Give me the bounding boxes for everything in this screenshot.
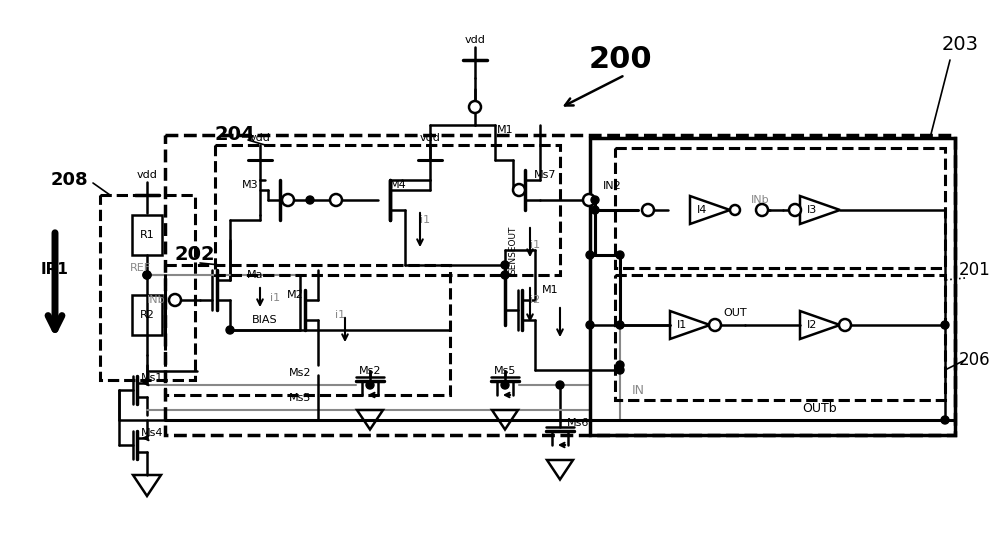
Text: M4: M4 (390, 180, 406, 190)
Circle shape (756, 204, 768, 216)
Circle shape (709, 319, 721, 331)
Text: REF: REF (129, 263, 151, 273)
Bar (590, 138, 955, 435)
Circle shape (306, 196, 314, 204)
Circle shape (941, 416, 949, 424)
Circle shape (616, 251, 624, 259)
Text: Ms5: Ms5 (494, 366, 516, 376)
Circle shape (282, 194, 294, 206)
Circle shape (642, 204, 654, 216)
Text: Ms2: Ms2 (359, 366, 381, 376)
Text: IR1: IR1 (41, 263, 69, 278)
Bar (100, 195, 195, 380)
Text: INb: INb (146, 295, 165, 305)
Text: i2: i2 (530, 295, 540, 305)
Circle shape (226, 326, 234, 334)
Bar (615, 148, 945, 268)
Bar (132, 215, 162, 255)
Text: INb: INb (751, 195, 769, 205)
Text: R2: R2 (140, 310, 154, 320)
Circle shape (839, 319, 851, 331)
Text: Ms4: Ms4 (141, 428, 163, 438)
Text: 202: 202 (175, 246, 216, 264)
Circle shape (143, 271, 151, 279)
Text: I3: I3 (807, 205, 817, 215)
Circle shape (616, 321, 624, 329)
Circle shape (616, 366, 624, 374)
Circle shape (789, 204, 801, 216)
Text: Ms6: Ms6 (567, 418, 589, 428)
Text: Ms2: Ms2 (289, 368, 311, 378)
Text: BIAS: BIAS (252, 315, 278, 325)
Bar (215, 145, 560, 275)
Text: M1: M1 (542, 285, 558, 295)
Text: R1: R1 (140, 230, 154, 240)
Text: Ms7: Ms7 (534, 170, 556, 180)
Circle shape (586, 321, 594, 329)
Circle shape (730, 205, 740, 215)
Circle shape (169, 294, 181, 306)
Text: vdd: vdd (420, 133, 440, 143)
Circle shape (591, 196, 599, 204)
Text: Ms1: Ms1 (141, 373, 163, 383)
Text: M2: M2 (287, 290, 303, 300)
Circle shape (366, 381, 374, 389)
Circle shape (591, 206, 599, 214)
Text: vdd: vdd (250, 133, 270, 143)
Text: i1: i1 (530, 240, 540, 250)
Circle shape (330, 194, 342, 206)
Text: 206: 206 (959, 351, 991, 369)
Text: 200: 200 (588, 45, 652, 75)
Text: vdd: vdd (137, 170, 157, 180)
Bar (615, 275, 945, 400)
Text: Ms5: Ms5 (289, 393, 311, 403)
Circle shape (469, 101, 481, 113)
Text: 204: 204 (215, 125, 256, 144)
Text: 201: 201 (959, 261, 991, 279)
Bar (132, 295, 162, 335)
Circle shape (501, 261, 509, 269)
Text: IN: IN (632, 384, 645, 396)
Bar (165, 135, 955, 435)
Text: M3: M3 (242, 180, 258, 190)
Circle shape (513, 184, 525, 196)
Bar (165, 265, 450, 395)
Text: 203: 203 (942, 35, 978, 55)
Text: Ma: Ma (247, 270, 263, 280)
Circle shape (941, 321, 949, 329)
Text: vdd: vdd (465, 35, 485, 45)
Text: i1: i1 (420, 215, 430, 225)
Text: M1: M1 (497, 125, 513, 135)
Text: I4: I4 (697, 205, 707, 215)
Circle shape (616, 361, 624, 369)
Circle shape (501, 381, 509, 389)
Text: OUTb: OUTb (803, 401, 837, 415)
Text: I1: I1 (677, 320, 687, 330)
Circle shape (143, 271, 151, 279)
Text: 208: 208 (50, 171, 88, 189)
Circle shape (556, 381, 564, 389)
Circle shape (583, 194, 595, 206)
Circle shape (586, 251, 594, 259)
Text: i1: i1 (335, 310, 345, 320)
Text: I2: I2 (807, 320, 817, 330)
Text: OUT: OUT (723, 308, 747, 318)
Circle shape (501, 271, 509, 279)
Text: SENSEOUT: SENSEOUT (509, 226, 518, 274)
Text: IN2: IN2 (603, 181, 622, 191)
Text: i1: i1 (270, 293, 280, 303)
